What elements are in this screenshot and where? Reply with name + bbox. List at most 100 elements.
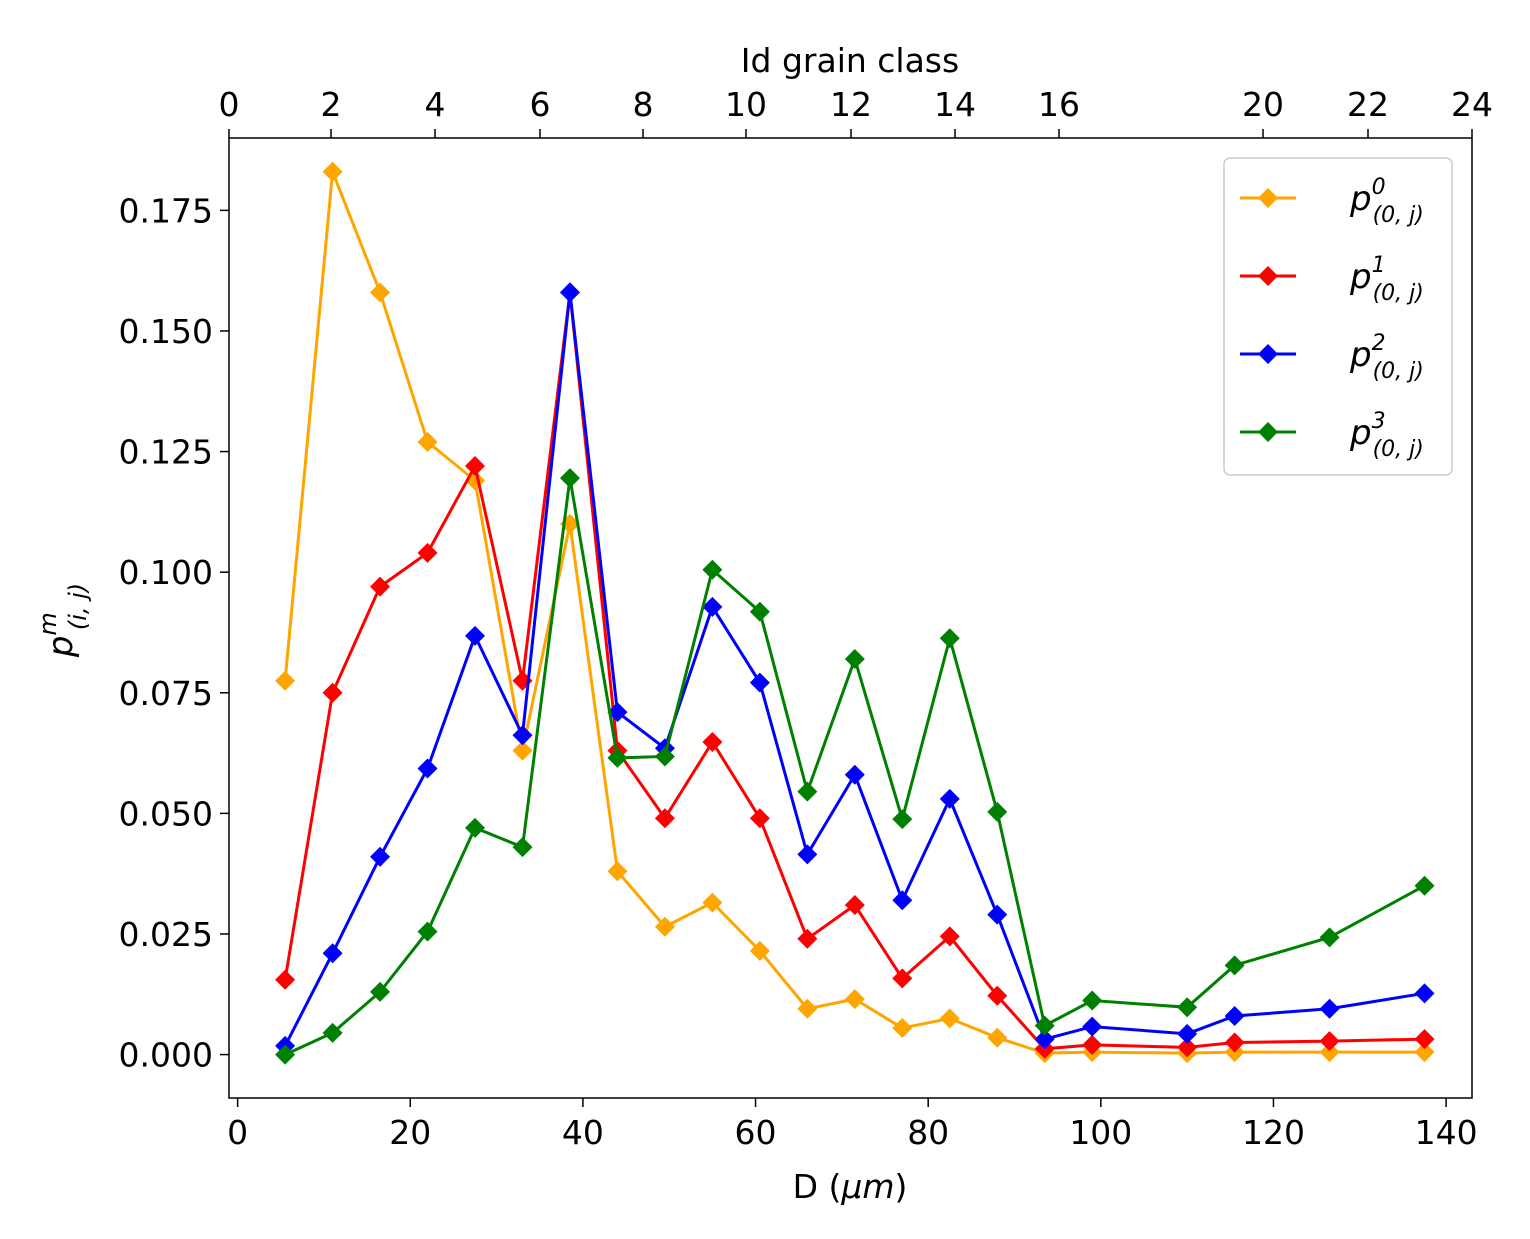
x-tick-label: 140 xyxy=(1415,1113,1478,1152)
data-point-p2 xyxy=(1224,1005,1245,1026)
data-point-p1 xyxy=(892,968,913,989)
data-point-p2 xyxy=(465,625,486,646)
top-x-axis-label: Id grain class xyxy=(741,41,959,80)
data-point-p1 xyxy=(797,928,818,949)
series-p0 xyxy=(275,161,1435,1064)
data-point-p2 xyxy=(797,844,818,865)
y-tick-label: 0.050 xyxy=(119,794,213,833)
data-point-p2 xyxy=(322,943,343,964)
data-point-p1 xyxy=(275,969,296,990)
top-x-tick-label: 10 xyxy=(725,85,767,124)
data-point-p2 xyxy=(939,788,960,809)
data-point-p2 xyxy=(987,904,1008,925)
series-p3 xyxy=(275,468,1435,1065)
data-point-p1 xyxy=(702,731,723,752)
top-x-tick-label: 24 xyxy=(1451,85,1493,124)
data-point-p0 xyxy=(512,740,533,761)
series-layer xyxy=(275,161,1435,1065)
top-x-tick-label: 2 xyxy=(321,85,342,124)
data-point-p2 xyxy=(1414,983,1435,1004)
data-point-p1 xyxy=(417,542,438,563)
top-x-tick-label: 0 xyxy=(219,85,240,124)
data-point-p3 xyxy=(512,837,533,858)
top-x-axis: 0 2 4 6 8 10 12 14 16 20 22 24 xyxy=(219,85,1493,138)
data-point-p2 xyxy=(702,596,723,617)
data-point-p2 xyxy=(749,672,770,693)
series-line-p1 xyxy=(283,292,1425,1051)
y-axis-label: pm(i, j) xyxy=(34,583,92,658)
data-point-p3 xyxy=(654,746,675,767)
data-point-p3 xyxy=(322,1022,343,1043)
data-point-p0 xyxy=(702,892,723,913)
data-point-p3 xyxy=(1319,927,1340,948)
x-tick-label: 40 xyxy=(562,1113,604,1152)
data-point-p2 xyxy=(607,702,628,723)
data-point-p0 xyxy=(1414,1042,1435,1063)
data-point-p3 xyxy=(1034,1015,1055,1036)
top-x-tick-label: 8 xyxy=(633,85,654,124)
series-line-p0 xyxy=(283,171,1425,1055)
data-point-p0 xyxy=(417,431,438,452)
data-point-p1 xyxy=(1414,1029,1435,1050)
data-point-p3 xyxy=(1177,997,1198,1018)
data-point-p1 xyxy=(844,895,865,916)
top-x-tick-label: 20 xyxy=(1242,85,1284,124)
bottom-x-axis: 0 20 40 60 80 100 120 140 xyxy=(227,1098,1478,1152)
data-point-p3 xyxy=(559,468,580,489)
data-point-p1 xyxy=(1224,1032,1245,1053)
top-x-tick-label: 14 xyxy=(934,85,976,124)
legend-swatch-marker xyxy=(1258,344,1278,364)
data-point-p3 xyxy=(702,559,723,580)
data-point-p1 xyxy=(465,456,486,477)
data-point-p3 xyxy=(1414,875,1435,896)
x-tick-label: 100 xyxy=(1069,1113,1132,1152)
data-point-p1 xyxy=(1082,1034,1103,1055)
data-point-p3 xyxy=(844,649,865,670)
data-point-p3 xyxy=(797,781,818,802)
series-line-p2 xyxy=(283,292,1425,1047)
data-point-p1 xyxy=(370,576,391,597)
data-point-p1 xyxy=(1319,1031,1340,1052)
left-y-axis: 0.000 0.025 0.050 0.075 0.100 0.125 0.150 0.175 xyxy=(119,191,229,1075)
data-point-p0 xyxy=(607,861,628,882)
data-point-p2 xyxy=(559,282,580,303)
legend-label: p2 (0, j) xyxy=(1349,331,1424,384)
legend-label: p3 (0, j) xyxy=(1349,409,1424,462)
legend-swatch-marker xyxy=(1258,422,1278,442)
data-point-p3 xyxy=(1082,990,1103,1011)
data-point-p2 xyxy=(370,846,391,867)
legend-label: p1 (0, j) xyxy=(1349,253,1424,306)
data-point-p2 xyxy=(417,758,438,779)
data-point-p1 xyxy=(654,808,675,829)
x-axis-label: D (μm) xyxy=(793,1167,908,1206)
data-point-p0 xyxy=(939,1008,960,1029)
legend-item-p1: p1 (0, j) xyxy=(1240,253,1424,306)
data-point-p3 xyxy=(987,801,1008,822)
data-point-p0 xyxy=(987,1027,1008,1048)
data-point-p1 xyxy=(1177,1037,1198,1058)
data-point-p3 xyxy=(749,601,770,622)
data-point-p0 xyxy=(749,940,770,961)
data-point-p3 xyxy=(465,817,486,838)
data-point-p0 xyxy=(322,161,343,182)
series-line-p3 xyxy=(284,477,1426,1056)
x-tick-label: 60 xyxy=(735,1113,777,1152)
data-point-p1 xyxy=(322,682,343,703)
data-point-p0 xyxy=(275,670,296,691)
data-point-p0 xyxy=(1319,1042,1340,1063)
data-point-p3 xyxy=(417,921,438,942)
data-point-p3 xyxy=(370,981,391,1002)
top-x-tick-label: 12 xyxy=(830,85,872,124)
legend-item-p3: p3 (0, j) xyxy=(1240,409,1424,462)
data-point-p1 xyxy=(939,926,960,947)
top-x-tick-label: 4 xyxy=(425,85,446,124)
legend-swatch-marker xyxy=(1258,188,1278,208)
data-point-p3 xyxy=(607,747,628,768)
data-point-p2 xyxy=(1082,1016,1103,1037)
data-point-p0 xyxy=(370,282,391,303)
data-point-p2 xyxy=(1319,998,1340,1019)
top-x-tick-label: 6 xyxy=(530,85,551,124)
y-tick-label: 0.075 xyxy=(119,674,213,713)
legend-label: p0 (0, j) xyxy=(1349,175,1424,228)
